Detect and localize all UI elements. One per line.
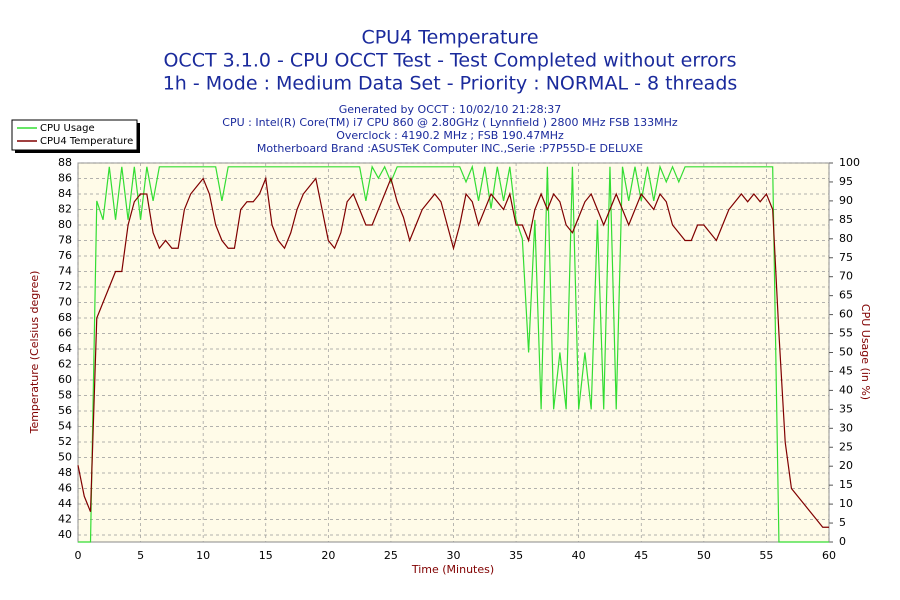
x-tick-label: 10 (196, 549, 210, 562)
x-tick-label: 0 (75, 549, 82, 562)
title-line: 1h - Mode : Medium Data Set - Priority :… (163, 73, 738, 95)
y2-tick-label: 30 (839, 421, 853, 434)
info-line: Motherboard Brand :ASUSTeK Computer INC.… (257, 142, 643, 155)
y2-tick-label: 25 (839, 440, 853, 453)
y2-tick-label: 100 (839, 156, 860, 169)
y2-tick-label: 45 (839, 364, 853, 377)
x-tick-label: 15 (259, 549, 273, 562)
x-tick-label: 25 (384, 549, 398, 562)
y2-tick-label: 0 (839, 535, 846, 548)
y2-tick-label: 90 (839, 194, 853, 207)
y-tick-label: 60 (58, 373, 72, 386)
y2-axis-label: CPU Usage (in %) (859, 304, 872, 400)
info-line: Overclock : 4190.2 MHz ; FSB 190.47MHz (336, 129, 564, 142)
x-tick-label: 20 (321, 549, 335, 562)
info-line: CPU : Intel(R) Core(TM) i7 CPU 860 @ 2.8… (222, 116, 678, 129)
y2-tick-label: 40 (839, 383, 853, 396)
y-tick-label: 50 (58, 451, 72, 464)
y-tick-label: 58 (58, 389, 72, 402)
y-tick-label: 42 (58, 513, 72, 526)
y-tick-label: 74 (58, 265, 72, 278)
y-tick-label: 52 (58, 435, 72, 448)
y2-tick-label: 10 (839, 497, 853, 510)
info-line: Generated by OCCT : 10/02/10 21:28:37 (339, 103, 562, 116)
x-tick-label: 35 (509, 549, 523, 562)
y-axis-label: Temperature (Celsius degree) (28, 271, 41, 435)
y-tick-label: 78 (58, 234, 72, 247)
y-tick-label: 56 (58, 404, 72, 417)
x-tick-label: 50 (697, 549, 711, 562)
x-tick-label: 30 (447, 549, 461, 562)
y2-tick-label: 60 (839, 308, 853, 321)
legend-label: CPU4 Temperature (40, 136, 133, 147)
y-tick-label: 46 (58, 482, 72, 495)
y-tick-label: 40 (58, 528, 72, 541)
x-tick-label: 55 (759, 549, 773, 562)
y-tick-label: 84 (58, 187, 72, 200)
data-line (78, 164, 829, 543)
y-tick-label: 44 (58, 497, 72, 510)
y-tick-label: 70 (58, 296, 72, 309)
y2-tick-label: 5 (839, 516, 846, 529)
y-tick-label: 54 (58, 420, 72, 433)
y2-tick-label: 50 (839, 346, 853, 359)
x-tick-label: 5 (137, 549, 144, 562)
data-line (77, 176, 829, 528)
title-line: CPU4 Temperature (361, 27, 538, 49)
y2-tick-label: 35 (839, 402, 853, 415)
y2-tick-label: 65 (839, 289, 853, 302)
y2-tick-label: 15 (839, 478, 853, 491)
y-tick-label: 64 (58, 342, 72, 355)
plot-area (77, 162, 830, 543)
y2-tick-label: 55 (839, 327, 853, 340)
y2-tick-label: 20 (839, 459, 853, 472)
title-line: OCCT 3.1.0 - CPU OCCT Test - Test Comple… (163, 50, 736, 72)
y-tick-label: 48 (58, 466, 72, 479)
y-tick-label: 68 (58, 311, 72, 324)
x-tick-label: 60 (822, 549, 836, 562)
y-tick-label: 86 (58, 172, 72, 185)
y2-tick-label: 70 (839, 270, 853, 283)
y-tick-label: 66 (58, 327, 72, 340)
y-tick-label: 72 (58, 280, 72, 293)
y-tick-label: 88 (58, 156, 72, 169)
y-tick-label: 76 (58, 249, 72, 262)
y2-tick-label: 80 (839, 232, 853, 245)
x-tick-label: 40 (572, 549, 586, 562)
y-tick-label: 62 (58, 358, 72, 371)
y2-tick-label: 85 (839, 213, 853, 226)
x-tick-label: 45 (634, 549, 648, 562)
x-axis-label: Time (Minutes) (411, 563, 494, 576)
y2-tick-label: 95 (839, 175, 853, 188)
legend-box (11, 119, 138, 151)
y-tick-label: 82 (58, 203, 72, 216)
y2-tick-label: 75 (839, 251, 853, 264)
legend-label: CPU Usage (40, 123, 95, 134)
y-tick-label: 80 (58, 218, 72, 231)
